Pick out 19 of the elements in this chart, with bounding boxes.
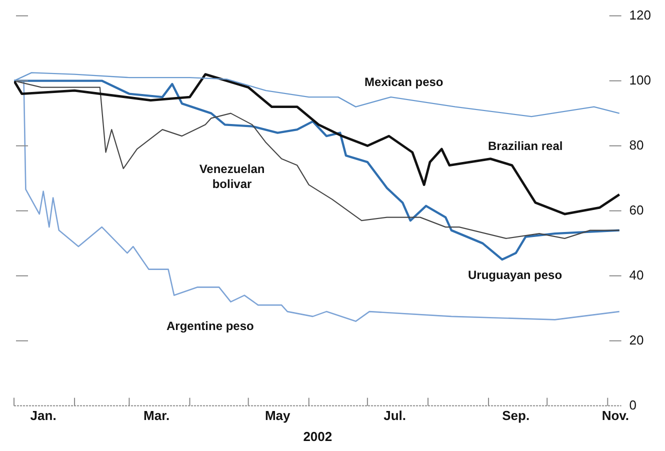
x-axis-title: 2002 [303, 428, 332, 444]
series-label: Brazilian real [488, 139, 563, 154]
y-tick-label: 120 [629, 7, 652, 22]
series-label: Mexican peso [364, 75, 444, 90]
x-tick-label: Mar. [144, 408, 170, 424]
y-tick-label: 100 [629, 72, 652, 88]
y-tick-label: 20 [629, 332, 644, 348]
series-label: Uruguayan peso [468, 268, 562, 282]
y-tick-label: 80 [629, 137, 644, 152]
x-tick-label: Nov. [602, 408, 630, 424]
series-label: Argentine peso [166, 318, 254, 333]
x-tick-label: May [264, 408, 292, 424]
x-tick-label: Jul. [384, 408, 406, 424]
y-tick-label: 0 [629, 397, 637, 412]
y-tick-label: 60 [629, 202, 644, 218]
series-label: Venezuelan bolivar [199, 162, 265, 192]
x-tick-label: Jan. [30, 408, 56, 424]
x-tick-label: Sep. [502, 408, 530, 424]
y-tick-label: 40 [629, 267, 644, 282]
